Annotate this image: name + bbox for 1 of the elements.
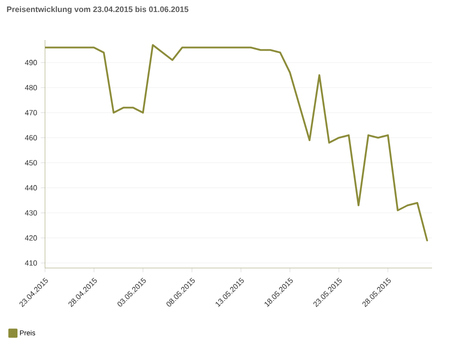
line-series	[45, 44, 428, 242]
